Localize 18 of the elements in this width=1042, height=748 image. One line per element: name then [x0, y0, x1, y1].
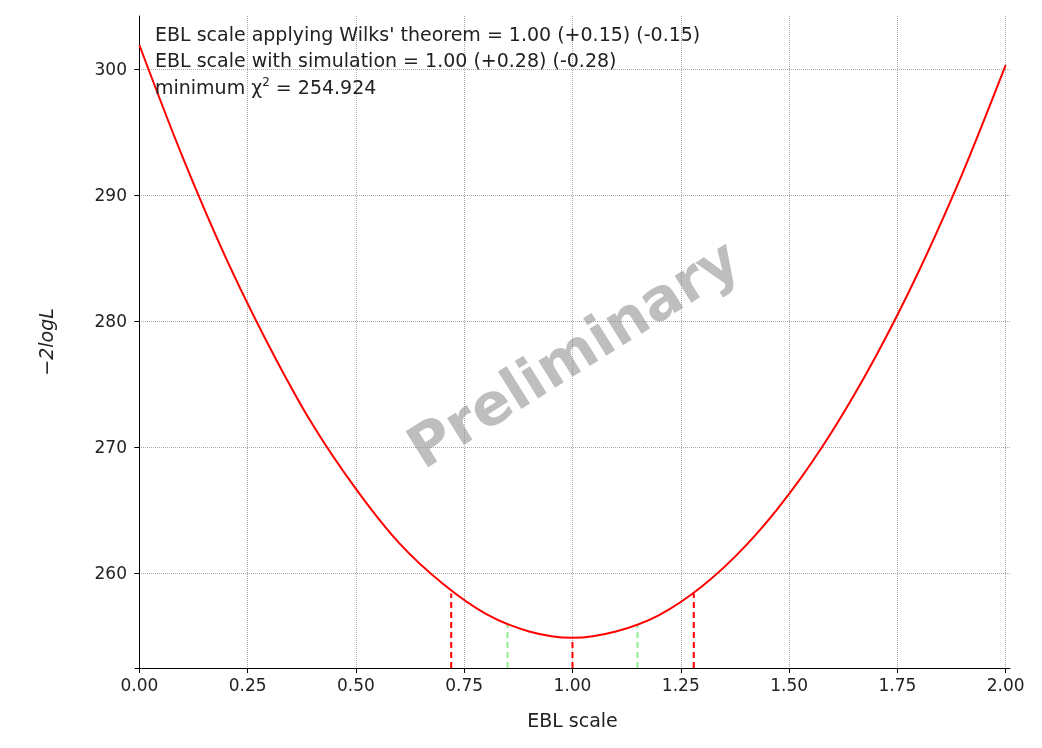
- x-tick-label: 0.25: [228, 674, 267, 695]
- x-tick-label: 0.75: [445, 674, 484, 695]
- y-tick-label: 290: [94, 185, 127, 206]
- y-tick-label: 270: [94, 437, 127, 458]
- annotation: EBL scale with simulation = 1.00 (+0.28) (-0.28): [155, 48, 617, 71]
- x-tick-label: 1.25: [661, 674, 700, 695]
- y-axis-title: −2logL: [34, 308, 57, 376]
- x-tick-label: 1.00: [553, 674, 592, 695]
- x-axis-title: EBL scale: [527, 708, 618, 731]
- x-tick-label: 0.00: [120, 674, 159, 695]
- annotation: EBL scale applying Wilks' theorem = 1.00 (+0.15) (-0.15): [155, 22, 701, 45]
- x-tick-label: 2.00: [986, 674, 1025, 695]
- x-tick-label: 1.75: [878, 674, 917, 695]
- x-tick-label: 0.50: [336, 674, 375, 695]
- y-tick-label: 300: [94, 58, 127, 79]
- y-tick-label: 280: [94, 311, 127, 332]
- y-tick-label: 260: [94, 563, 127, 584]
- x-tick-label: 1.50: [770, 674, 809, 695]
